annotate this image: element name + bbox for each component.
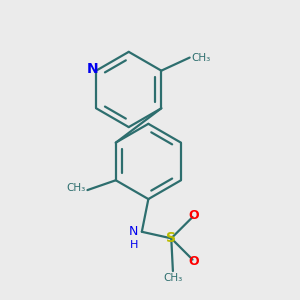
Text: CH₃: CH₃ — [191, 52, 211, 63]
Text: CH₃: CH₃ — [163, 273, 182, 283]
Text: N: N — [129, 225, 139, 238]
Text: O: O — [189, 209, 200, 222]
Text: O: O — [189, 255, 200, 268]
Text: S: S — [166, 231, 176, 245]
Text: CH₃: CH₃ — [67, 183, 86, 194]
Text: H: H — [130, 240, 138, 250]
Text: N: N — [87, 62, 99, 76]
